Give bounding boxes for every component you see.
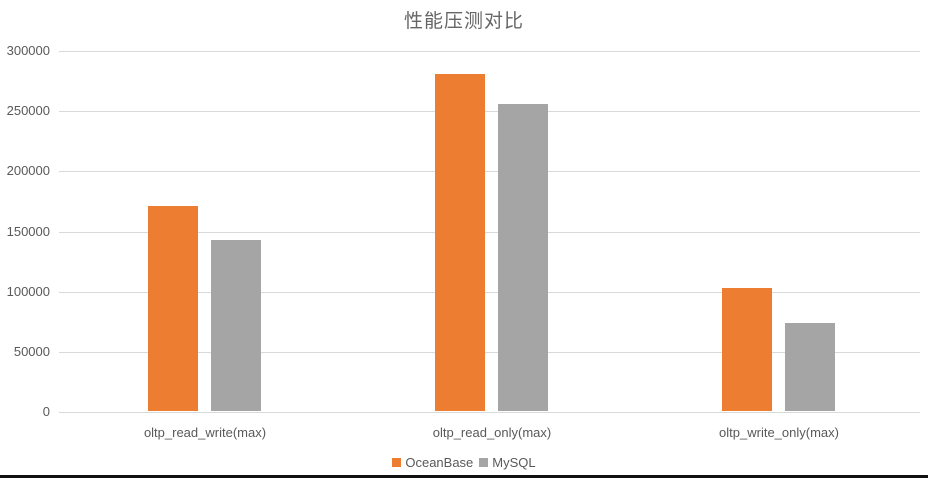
y-tick-label: 200000	[6, 163, 50, 178]
legend-item-mysql[interactable]: MySQL	[479, 455, 536, 470]
gridline	[59, 232, 920, 233]
bar-oceanbase-2[interactable]	[722, 288, 772, 411]
bar-oceanbase-1[interactable]	[435, 74, 485, 411]
x-category-label: oltp_read_only(max)	[432, 425, 552, 440]
legend-label-mysql: MySQL	[492, 455, 536, 470]
y-tick-label: 300000	[6, 43, 50, 58]
bottom-border	[0, 475, 928, 478]
legend-label-oceanbase: OceanBase	[405, 455, 474, 470]
legend-item-oceanbase[interactable]: OceanBase	[392, 455, 473, 470]
chart-title: 性能压测对比	[403, 10, 524, 32]
gridline	[59, 292, 920, 293]
legend: OceanBase MySQL	[0, 455, 928, 470]
bar-oceanbase-0[interactable]	[148, 206, 198, 411]
x-category-label: oltp_write_only(max)	[719, 425, 839, 440]
y-tick-label: 100000	[6, 284, 50, 299]
y-tick-label: 0	[42, 404, 50, 419]
bar-mysql-1[interactable]	[498, 104, 548, 411]
gridline	[59, 171, 920, 172]
x-category-label: oltp_read_write(max)	[143, 425, 267, 440]
gridline	[59, 51, 920, 52]
y-tick-label: 50000	[13, 344, 50, 359]
gridline	[59, 352, 920, 353]
bar-mysql-2[interactable]	[785, 323, 835, 411]
bar-mysql-0[interactable]	[211, 240, 261, 411]
y-tick-label: 150000	[6, 224, 50, 239]
oceanbase-swatch-icon	[392, 458, 402, 467]
mysql-swatch-icon	[479, 458, 489, 467]
gridline	[59, 412, 920, 413]
gridline	[59, 111, 920, 112]
y-tick-label: 250000	[6, 103, 50, 118]
